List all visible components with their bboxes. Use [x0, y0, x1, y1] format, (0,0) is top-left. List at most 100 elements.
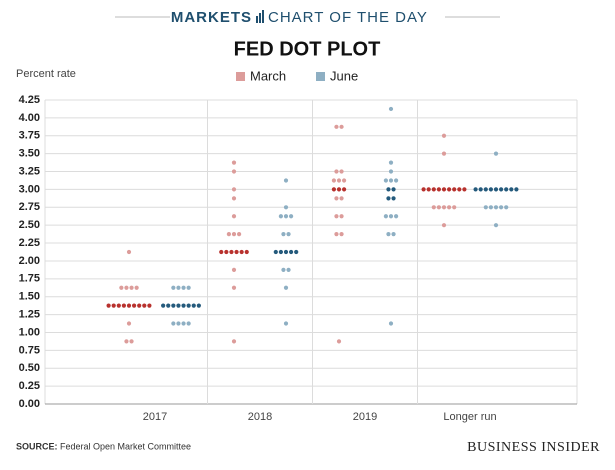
dot: [394, 214, 399, 219]
dot: [342, 178, 347, 183]
y-tick-label: 0.50: [19, 362, 40, 374]
legend-label: June: [330, 68, 358, 83]
dot: [504, 187, 509, 192]
dot: [283, 205, 289, 210]
dot: [129, 285, 134, 290]
dot: [339, 169, 344, 174]
header-brand: MARKETS: [171, 9, 252, 26]
dot: [441, 205, 447, 210]
y-tick-label: 0.00: [19, 398, 40, 410]
x-tick-label: 2019: [353, 411, 377, 423]
dot: [283, 178, 289, 183]
y-tick-label: 2.00: [19, 255, 40, 267]
dot: [452, 205, 457, 210]
dot: [336, 339, 342, 344]
dot: [166, 303, 171, 308]
dot: [452, 187, 457, 192]
y-tick-label: 1.75: [19, 273, 40, 285]
header-section: CHART OF THE DAY: [268, 9, 428, 26]
y-tick-label: 4.25: [19, 94, 40, 106]
dot: [176, 285, 181, 290]
dot: [391, 232, 396, 237]
source-label: SOURCE:: [16, 441, 58, 451]
dot: [124, 339, 129, 344]
dot: [339, 214, 344, 219]
dot: [231, 232, 237, 237]
dot: [231, 160, 237, 165]
dot: [483, 187, 488, 192]
dot: [171, 321, 176, 326]
dot: [441, 151, 447, 156]
x-tick-label: 2017: [143, 411, 167, 423]
dot: [226, 232, 231, 237]
y-tick-label: 1.25: [19, 308, 40, 320]
dot: [278, 214, 283, 219]
dot: [336, 187, 342, 192]
dot: [244, 249, 249, 255]
dot: [388, 178, 394, 183]
y-tick-label: 2.25: [19, 237, 40, 249]
y-tick-label: 1.50: [19, 291, 40, 303]
dot: [391, 196, 396, 201]
dot: [441, 133, 447, 138]
dot: [431, 187, 436, 192]
dot: [447, 187, 452, 192]
dot: [394, 178, 399, 183]
dot: [181, 321, 186, 326]
dot: [383, 214, 388, 219]
dot: [134, 285, 139, 290]
dot: [383, 178, 388, 183]
dot: [171, 285, 176, 290]
y-tick-label: 3.00: [19, 183, 40, 195]
y-axis-label: Percent rate: [16, 68, 76, 80]
dot: [331, 187, 336, 192]
dot: [119, 285, 124, 290]
dot: [421, 187, 426, 192]
dot: [441, 223, 447, 228]
dot: [509, 187, 514, 192]
dot: [478, 187, 483, 192]
legend-label: March: [250, 68, 286, 83]
y-tick-label: 2.50: [19, 219, 40, 231]
dot: [289, 249, 294, 255]
dot: [431, 205, 436, 210]
dot: [278, 249, 283, 255]
header-icon: [256, 10, 264, 23]
dot: [231, 339, 237, 344]
dot: [111, 303, 116, 308]
dot: [229, 249, 234, 255]
dot: [499, 205, 504, 210]
dot: [289, 214, 294, 219]
dot: [283, 249, 289, 255]
y-tick-label: 2.75: [19, 201, 40, 213]
dot: [436, 187, 441, 192]
dot: [339, 232, 344, 237]
dot: [473, 187, 478, 192]
dot: [129, 339, 134, 344]
dot: [342, 187, 347, 192]
dot: [331, 178, 336, 183]
dot: [239, 249, 244, 255]
legend-swatch: [236, 72, 245, 81]
dot: [457, 187, 462, 192]
dot: [391, 187, 396, 192]
dot: [462, 187, 467, 192]
x-tick-label: Longer run: [443, 411, 496, 423]
dot: [426, 187, 431, 192]
dot: [273, 249, 278, 255]
source: Federal Open Market Committee: [60, 441, 191, 451]
dot: [132, 303, 137, 308]
dot: [388, 321, 394, 326]
dot: [161, 303, 166, 308]
y-tick-label: 3.75: [19, 130, 40, 142]
dot: [231, 267, 237, 272]
dot: [147, 303, 152, 308]
dot: [126, 303, 132, 308]
dot: [106, 303, 111, 308]
dot: [283, 321, 289, 326]
dot: [488, 205, 493, 210]
dot: [126, 249, 132, 255]
y-tick-label: 3.50: [19, 148, 40, 160]
